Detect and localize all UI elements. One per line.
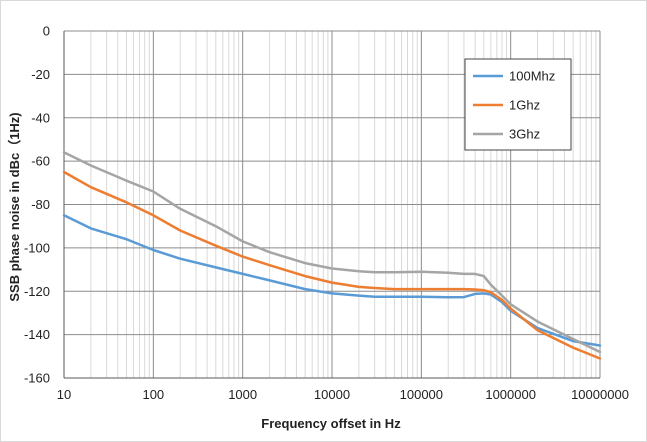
y-tick-label: -140 xyxy=(24,327,50,342)
legend-label-3ghz: 3Ghz xyxy=(509,127,540,142)
series-line-3ghz xyxy=(62,151,602,354)
y-axis-title: SSB phase noise in dBc（1Hz) xyxy=(7,112,22,301)
x-tick-label: 100 xyxy=(142,387,164,402)
y-tick-label: -100 xyxy=(24,240,50,255)
y-tick-label: -80 xyxy=(31,197,50,212)
y-tick-label: -160 xyxy=(24,371,50,386)
y-tick-label: -60 xyxy=(31,154,50,169)
x-axis-title: Frequency offset in Hz xyxy=(261,416,401,431)
x-tick-label: 10 xyxy=(57,387,71,402)
x-tick-label: 10000 xyxy=(314,387,350,402)
grid-lines xyxy=(63,30,601,379)
x-tick-label: 1000 xyxy=(228,387,257,402)
x-tick-label: 10000000 xyxy=(571,387,629,402)
series-line-1ghz xyxy=(62,170,602,360)
y-tick-label: -20 xyxy=(31,67,50,82)
legend: 100Mhz 1Ghz 3Ghz xyxy=(464,58,572,151)
axes xyxy=(63,31,600,379)
legend-label-100mhz: 100Mhz xyxy=(509,69,555,84)
series-line-100mhz xyxy=(62,214,602,347)
series-lines xyxy=(62,151,602,360)
x-tick-label: 100000 xyxy=(400,387,443,402)
y-tick-label: 0 xyxy=(43,24,50,39)
legend-label-1ghz: 1Ghz xyxy=(509,98,540,113)
x-tick-label: 1000000 xyxy=(485,387,536,402)
y-tick-label: -120 xyxy=(24,284,50,299)
y-tick-label: -40 xyxy=(31,110,50,125)
tick-labels: 10 100 1000 10000 100000 1000000 10000000 0 -20 -… xyxy=(24,24,629,403)
